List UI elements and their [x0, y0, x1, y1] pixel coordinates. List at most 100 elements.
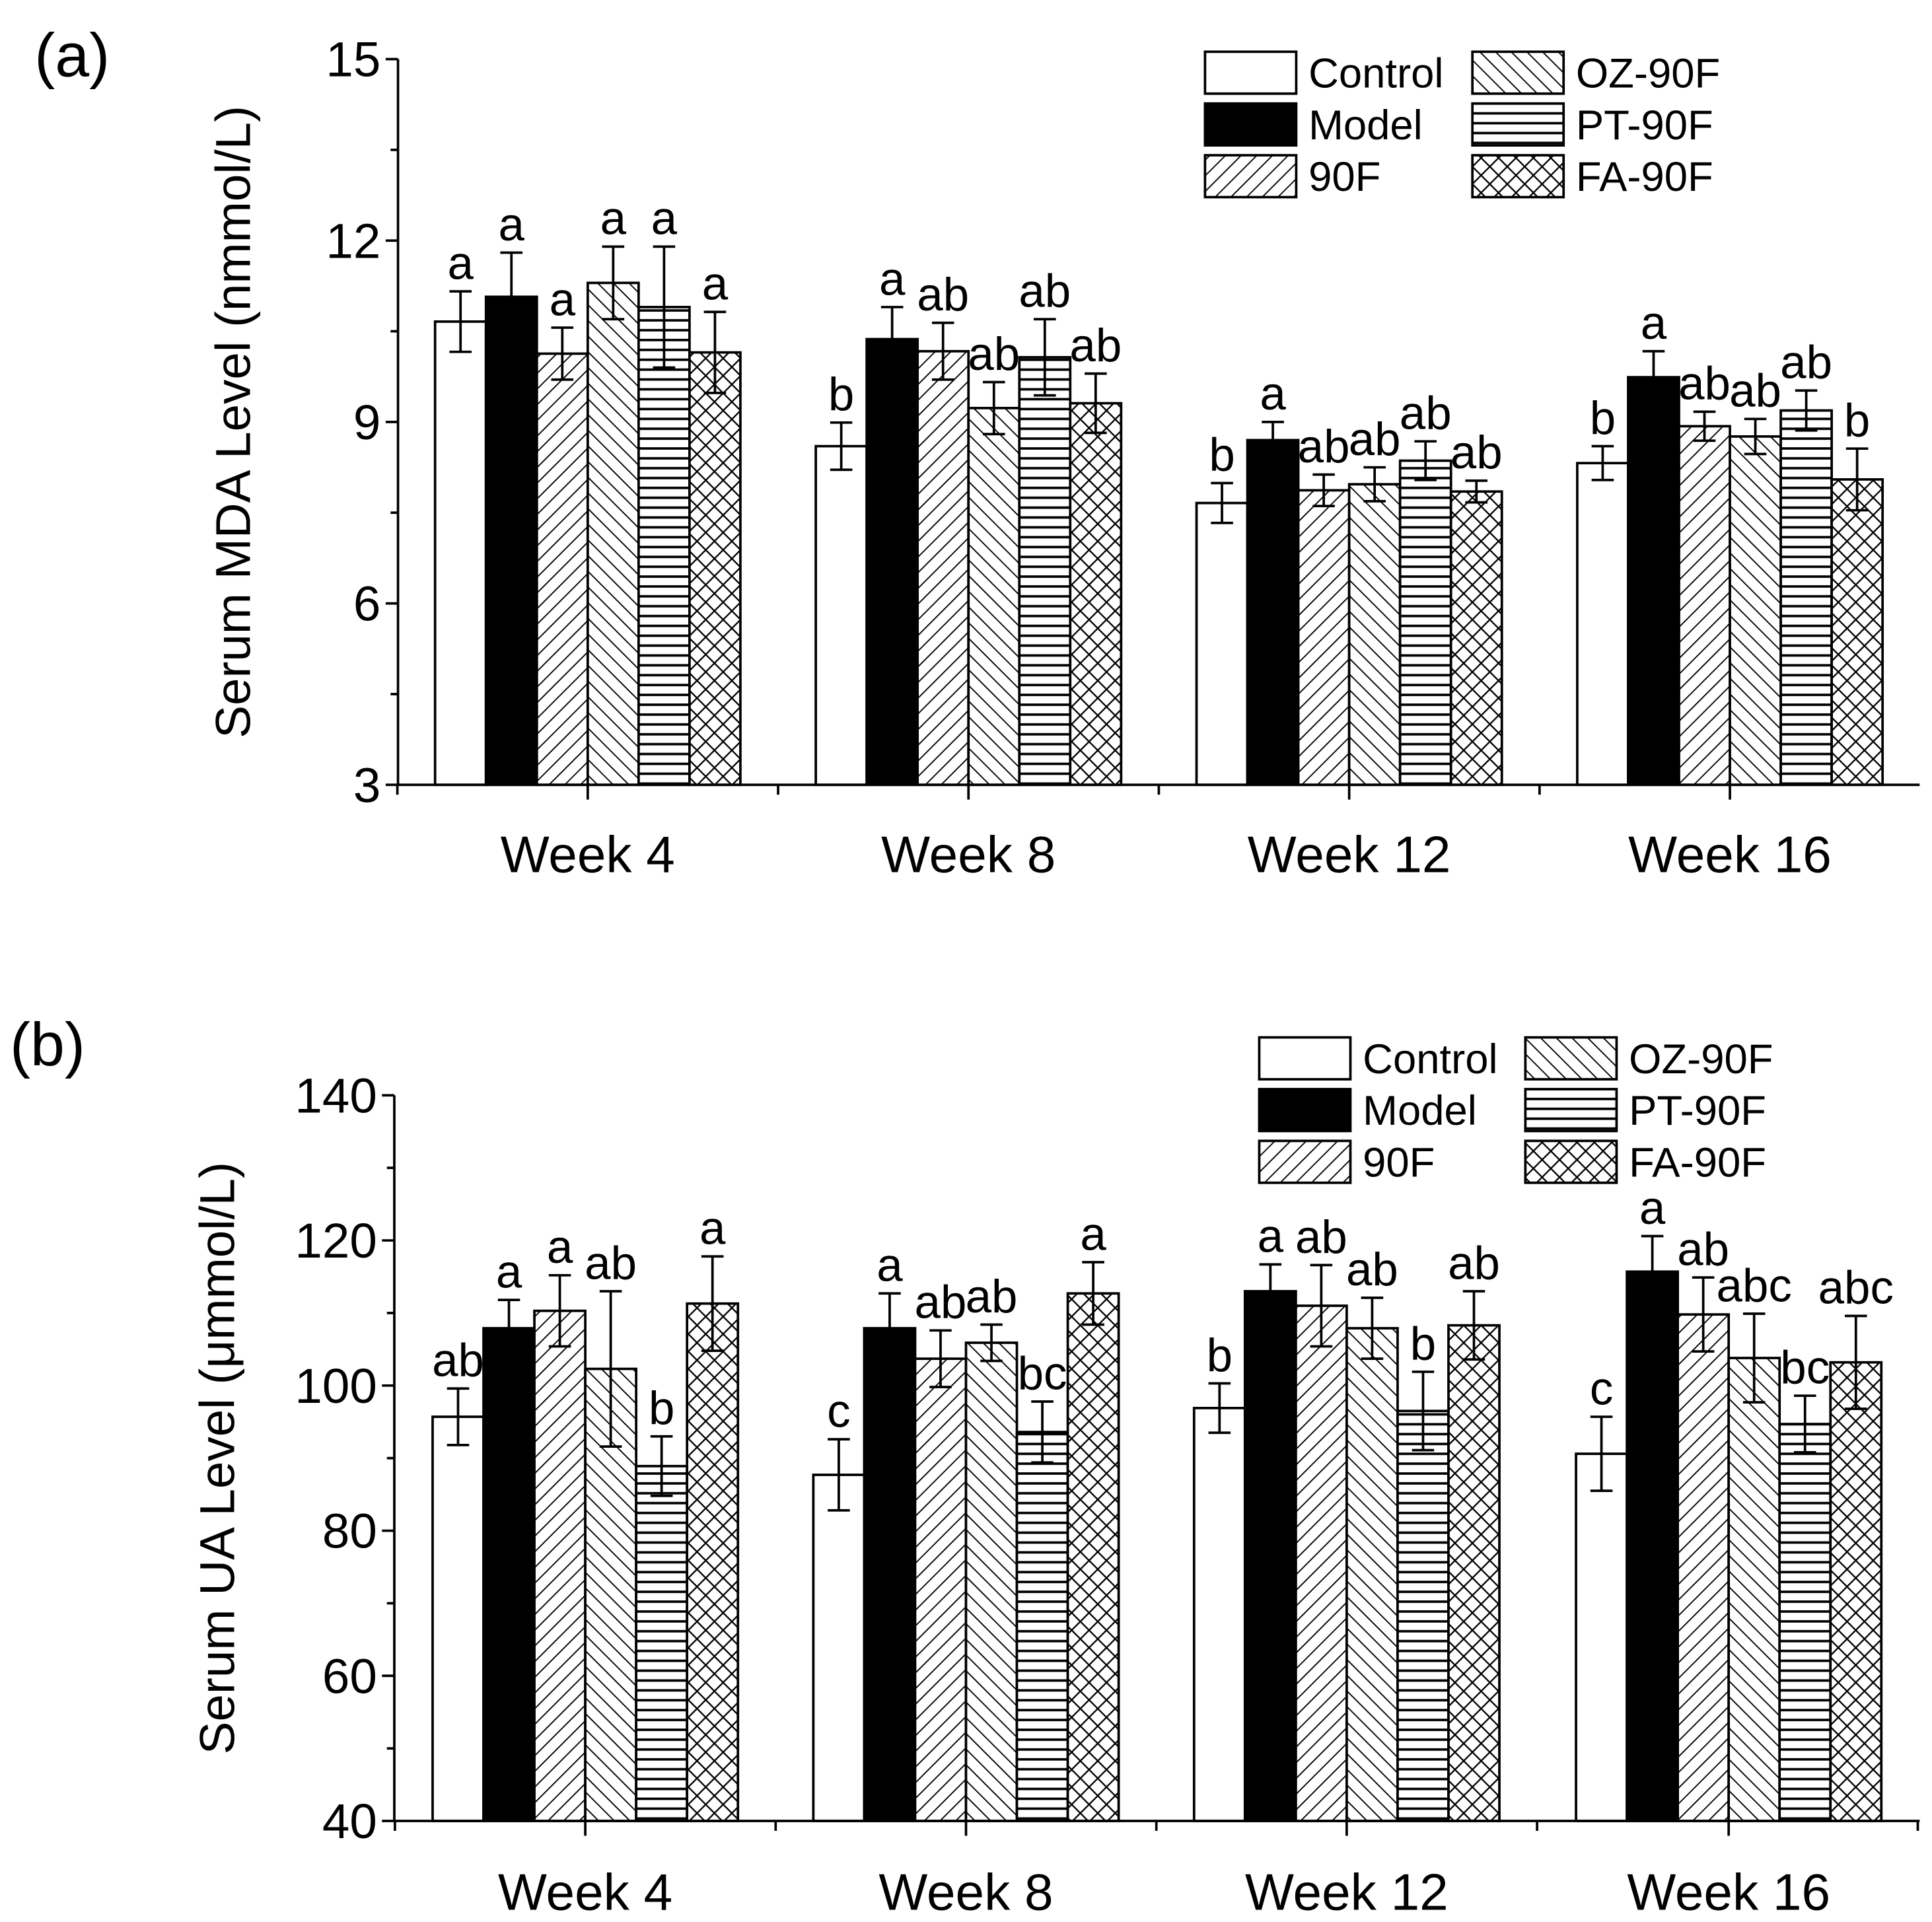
x-tick-label: Week 4 [501, 826, 675, 884]
significance-letter: a [496, 1246, 522, 1299]
x-tick-label: Week 4 [498, 1863, 672, 1921]
significance-letter: ab [1780, 337, 1832, 389]
significance-letter: a [550, 273, 576, 326]
significance-letter: b [649, 1382, 674, 1435]
bar-control-1 [433, 320, 487, 787]
y-tick-label: 40 [322, 1793, 377, 1849]
significance-letter: a [600, 193, 627, 245]
bar-oz-90f-2 [967, 406, 1021, 787]
bar-fa-90f-4 [1829, 1361, 1883, 1822]
significance-letter: ab [1298, 421, 1350, 473]
bar-control-4 [1576, 462, 1629, 787]
significance-letter: a [448, 237, 474, 289]
bar-pt-90f-4 [1778, 1423, 1832, 1822]
significance-letter: a [702, 258, 729, 310]
legend-label: Control [1308, 50, 1443, 96]
bar-model-3 [1246, 439, 1300, 787]
bar-90f-4 [1678, 425, 1731, 787]
y-tick-label: 15 [326, 32, 380, 87]
significance-letter: a [1258, 1211, 1284, 1263]
significance-letter: ab [966, 1271, 1018, 1323]
legend-swatch-90f [1203, 154, 1298, 199]
y-tick-label: 120 [295, 1213, 376, 1268]
legend-label: Control [1363, 1036, 1497, 1083]
significance-letter: a [879, 253, 906, 305]
x-tick-label: Week 8 [881, 826, 1055, 884]
bar-model-1 [484, 295, 538, 787]
significance-letter: ab [1400, 388, 1452, 440]
significance-letter: ab [1295, 1211, 1347, 1264]
y-axis-label: Serum MDA Level (nmmol/L) [205, 106, 261, 738]
significance-letter: abc [1818, 1262, 1894, 1314]
significance-letter: ab [432, 1335, 484, 1387]
legend-label: OZ-90F [1576, 50, 1720, 96]
bar-fa-90f-1 [686, 1302, 740, 1822]
significance-letter: ab [915, 1277, 967, 1329]
y-tick-label: 140 [295, 1067, 376, 1123]
panel-label: (a) [34, 21, 110, 90]
significance-letter: b [828, 369, 854, 421]
significance-letter: a [1639, 1182, 1666, 1234]
bar-model-4 [1626, 1270, 1679, 1822]
significance-letter: ab [1450, 427, 1503, 479]
significance-letter: ab [1678, 358, 1731, 410]
bar-model-1 [482, 1327, 536, 1822]
significance-letter: c [827, 1385, 850, 1437]
significance-letter: ab [585, 1237, 637, 1289]
y-tick-label: 12 [326, 213, 380, 268]
significance-letter: bc [1018, 1347, 1067, 1400]
legend-label: PT-90F [1576, 102, 1713, 149]
bar-model-4 [1627, 376, 1680, 787]
y-tick-label: 100 [295, 1358, 376, 1413]
significance-letter: a [1080, 1208, 1106, 1260]
significance-letter: b [1207, 1330, 1233, 1382]
legend-swatch-pt-90f [1524, 1088, 1618, 1133]
significance-letter: a [499, 199, 525, 251]
bar-oz-90f-1 [586, 281, 640, 787]
bar-fa-90f-3 [1447, 1324, 1501, 1822]
legend: Control Model 90F OZ-90F PT-90F FA-90F [1258, 1036, 1773, 1186]
legend-swatch-fa-90f [1524, 1139, 1618, 1184]
bar-model-3 [1243, 1290, 1297, 1822]
y-tick-label: 80 [322, 1503, 377, 1559]
significance-letter: abc [1717, 1260, 1792, 1312]
bar-oz-90f-3 [1345, 1327, 1399, 1822]
bar-pt-90f-3 [1398, 459, 1452, 787]
legend-swatch-model [1203, 102, 1298, 147]
significance-letter: a [699, 1203, 726, 1255]
bar-fa-90f-1 [688, 351, 742, 787]
bar-control-1 [431, 1415, 485, 1822]
bar-90f-3 [1294, 1304, 1348, 1822]
bar-fa-90f-2 [1066, 1292, 1120, 1822]
significance-letter: ab [1019, 266, 1071, 318]
legend-swatch-90f [1258, 1139, 1352, 1184]
legend-swatch-fa-90f [1471, 154, 1565, 199]
bar-oz-90f-3 [1347, 483, 1402, 787]
legend-swatch-control [1258, 1036, 1352, 1081]
significance-letter: ab [917, 269, 969, 321]
bar-control-3 [1195, 501, 1249, 787]
significance-letter: a [1260, 368, 1286, 420]
y-tick-label: 60 [322, 1648, 377, 1703]
bar-model-2 [863, 1327, 917, 1822]
legend-label: 90F [1363, 1139, 1435, 1186]
bar-90f-1 [533, 1309, 587, 1822]
bar-control-2 [814, 445, 869, 787]
legend-swatch-model [1258, 1088, 1352, 1133]
significance-letter: ab [1729, 365, 1781, 417]
legend-label: Model [1363, 1088, 1477, 1134]
bar-oz-90f-2 [964, 1341, 1019, 1822]
significance-letter: c [1590, 1363, 1613, 1415]
significance-letter: b [1410, 1318, 1436, 1370]
significance-letter: ab [1349, 413, 1401, 466]
legend-label: 90F [1308, 154, 1380, 200]
bar-oz-90f-4 [1729, 435, 1782, 787]
bar-control-3 [1192, 1407, 1246, 1822]
bar-90f-2 [913, 1357, 968, 1822]
bar-90f-4 [1676, 1313, 1731, 1822]
x-tick-label: Week 12 [1248, 826, 1451, 884]
bar-control-4 [1575, 1452, 1628, 1822]
significance-letter: ab [968, 328, 1020, 380]
significance-letter: a [877, 1240, 903, 1292]
